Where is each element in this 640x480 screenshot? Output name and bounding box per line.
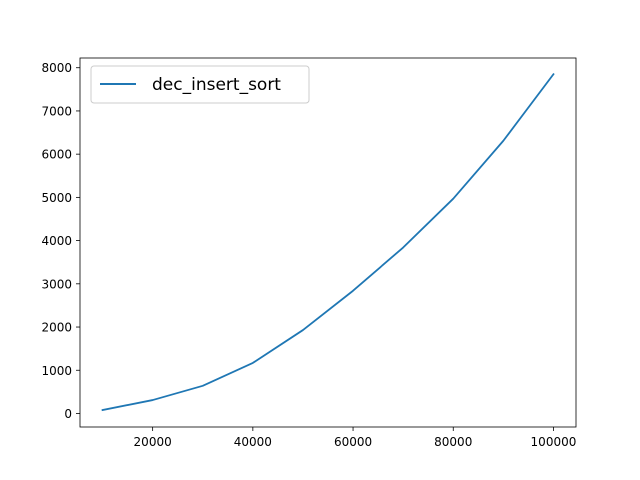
legend-box [90, 65, 310, 104]
x-tick-label: 100000 [531, 435, 577, 449]
x-axis: 20000 40000 60000 80000 100000 [134, 427, 577, 449]
y-tick-label: 5000 [41, 191, 72, 205]
y-tick-label: 3000 [41, 277, 72, 291]
y-axis: 0 1000 2000 3000 4000 5000 6000 7000 8000 [41, 61, 80, 421]
legend-label: dec_insert_sort [152, 75, 281, 95]
plot-frame [79, 57, 577, 428]
series-line-0 [101, 72, 555, 412]
y-tick-label: 1000 [41, 364, 72, 378]
x-tick-label: 40000 [234, 435, 272, 449]
x-tick-label: 20000 [134, 435, 172, 449]
legend: dec_insert_sort [90, 65, 310, 104]
y-tick-label: 8000 [41, 61, 72, 75]
y-tick-label: 7000 [41, 104, 72, 118]
y-tick-label: 0 [64, 407, 72, 421]
y-tick-label: 2000 [41, 321, 72, 335]
x-tick-label: 80000 [434, 435, 472, 449]
y-tick-label: 6000 [41, 148, 72, 162]
y-tick-label: 4000 [41, 234, 72, 248]
plot-series [101, 72, 555, 412]
x-tick-label: 60000 [334, 435, 372, 449]
